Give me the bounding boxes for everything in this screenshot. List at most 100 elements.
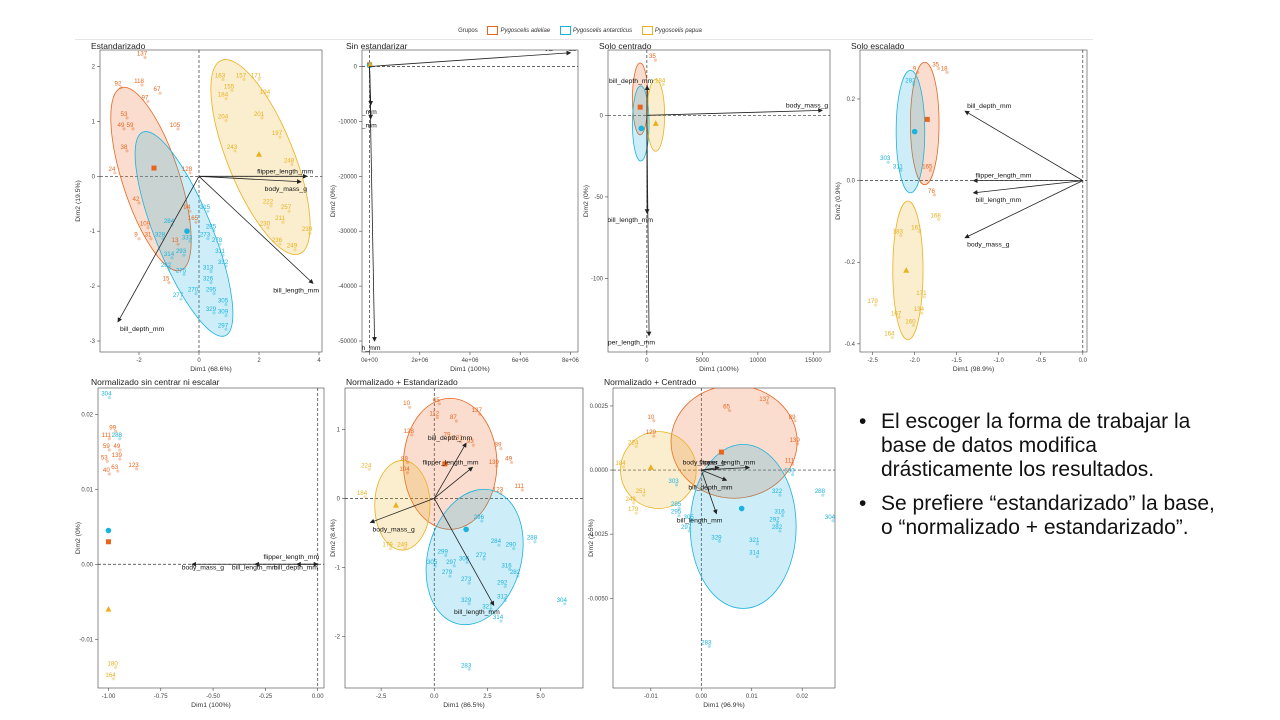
loading-label: flipper_length_mm bbox=[263, 554, 319, 561]
loading-arrow bbox=[700, 469, 718, 515]
observation-label: 283 bbox=[461, 662, 472, 669]
data-point bbox=[945, 70, 949, 75]
observation-label: 316 bbox=[501, 562, 512, 569]
observation-label: 329 bbox=[461, 597, 472, 604]
y-tick-label: -3 bbox=[90, 339, 96, 345]
observation-label: 112 bbox=[429, 411, 439, 418]
y-axis-label: Dim2 (0%) bbox=[583, 185, 590, 217]
data-point bbox=[224, 313, 228, 318]
data-point bbox=[107, 437, 111, 441]
x-tick-label: 0.00 bbox=[312, 694, 324, 700]
observation-label: 163 bbox=[215, 72, 226, 79]
observation-label: 304 bbox=[557, 597, 568, 604]
data-point bbox=[790, 473, 795, 477]
observation-label: 313 bbox=[203, 265, 214, 272]
observation-label: 316 bbox=[774, 509, 785, 516]
data-point bbox=[510, 460, 514, 465]
data-point bbox=[221, 253, 225, 257]
observation-label: 184 bbox=[655, 78, 666, 85]
data-point bbox=[937, 66, 941, 70]
data-point bbox=[780, 514, 785, 518]
data-point bbox=[146, 99, 150, 104]
observation-label: 31 bbox=[145, 232, 152, 239]
observation-label: 49 bbox=[118, 122, 125, 129]
observation-label: 139 bbox=[489, 459, 500, 466]
observation-label: 251 bbox=[636, 488, 647, 495]
data-point bbox=[125, 116, 129, 120]
centroid-square bbox=[637, 104, 643, 110]
data-point bbox=[287, 209, 291, 213]
data-point bbox=[499, 447, 503, 451]
x-tick-label: 15000 bbox=[805, 358, 822, 364]
loading-label: bill_length_mm bbox=[976, 197, 1022, 204]
y-axis-label: Dim2 (2.5%) bbox=[588, 519, 595, 557]
observation-label: 295 bbox=[671, 509, 682, 516]
centroid-circle bbox=[738, 505, 745, 512]
y-tick-label: -1 bbox=[335, 565, 341, 571]
data-point bbox=[143, 55, 147, 60]
data-point bbox=[111, 677, 116, 681]
data-point bbox=[167, 281, 171, 285]
y-tick-label: -0.0050 bbox=[588, 596, 609, 602]
observation-label: 293 bbox=[176, 248, 187, 255]
data-point bbox=[105, 459, 109, 463]
observation-label: 111 bbox=[785, 457, 795, 464]
data-point bbox=[890, 336, 895, 340]
observation-label: 42 bbox=[133, 196, 140, 203]
observation-label: 284 bbox=[491, 538, 502, 545]
data-point bbox=[459, 440, 463, 444]
loading-label: bill_length_mm bbox=[454, 609, 500, 616]
centroid-circle bbox=[463, 526, 469, 533]
observation-label: 314 bbox=[749, 550, 760, 557]
observation-label: 59 bbox=[103, 443, 110, 450]
y-tick-label: 1 bbox=[92, 119, 96, 125]
loading-label: flipper_length_mm bbox=[325, 345, 381, 352]
observation-label: 128 bbox=[404, 428, 415, 435]
data-point bbox=[146, 226, 150, 230]
data-point bbox=[260, 116, 264, 120]
loading-arrow bbox=[701, 465, 751, 471]
observation-label: 282 bbox=[905, 78, 916, 85]
y-tick-label: -0.2 bbox=[845, 260, 856, 266]
x-tick-label: 2.5 bbox=[483, 694, 492, 700]
data-point bbox=[499, 619, 503, 623]
data-point bbox=[107, 472, 111, 476]
observation-label: 222 bbox=[263, 199, 274, 206]
x-tick-label: 0.0 bbox=[430, 694, 439, 700]
plot-area bbox=[361, 49, 579, 353]
observation-label: 164 bbox=[884, 331, 895, 338]
data-point bbox=[290, 162, 294, 167]
loading-arrow bbox=[198, 175, 314, 284]
data-point bbox=[499, 491, 503, 496]
loading-arrow bbox=[369, 50, 572, 67]
data-point bbox=[717, 539, 722, 543]
observation-label: 277 bbox=[173, 292, 184, 299]
data-point bbox=[281, 220, 285, 224]
plot-area bbox=[99, 49, 323, 353]
loading-label: bill_length_mm bbox=[331, 123, 377, 130]
observation-label: 105 bbox=[170, 122, 181, 129]
observation-label: 111 bbox=[102, 432, 112, 439]
group-ellipse-3 bbox=[374, 460, 431, 551]
centroid-triangle bbox=[647, 464, 654, 470]
data-point bbox=[922, 295, 926, 299]
x-axis-label: Dim1 (96.9%) bbox=[703, 702, 745, 709]
data-point bbox=[821, 493, 825, 497]
observation-label: 282 bbox=[772, 524, 783, 531]
data-point bbox=[308, 231, 312, 235]
observation-label: 179 bbox=[867, 298, 878, 305]
data-point bbox=[899, 234, 903, 238]
data-point bbox=[495, 464, 499, 468]
y-tick-label: 0 bbox=[600, 113, 604, 119]
loading-label: flipper_length_mm bbox=[423, 459, 479, 466]
x-tick-label: 8e+06 bbox=[562, 358, 580, 364]
data-point bbox=[448, 436, 452, 440]
loading-arrow bbox=[369, 66, 377, 342]
loading-label: body_mass_g bbox=[373, 526, 416, 533]
loading-label: body_mass_g bbox=[265, 186, 308, 193]
centroid-square bbox=[718, 449, 724, 455]
data-point bbox=[503, 584, 507, 589]
observation-label: 157 bbox=[236, 72, 247, 79]
